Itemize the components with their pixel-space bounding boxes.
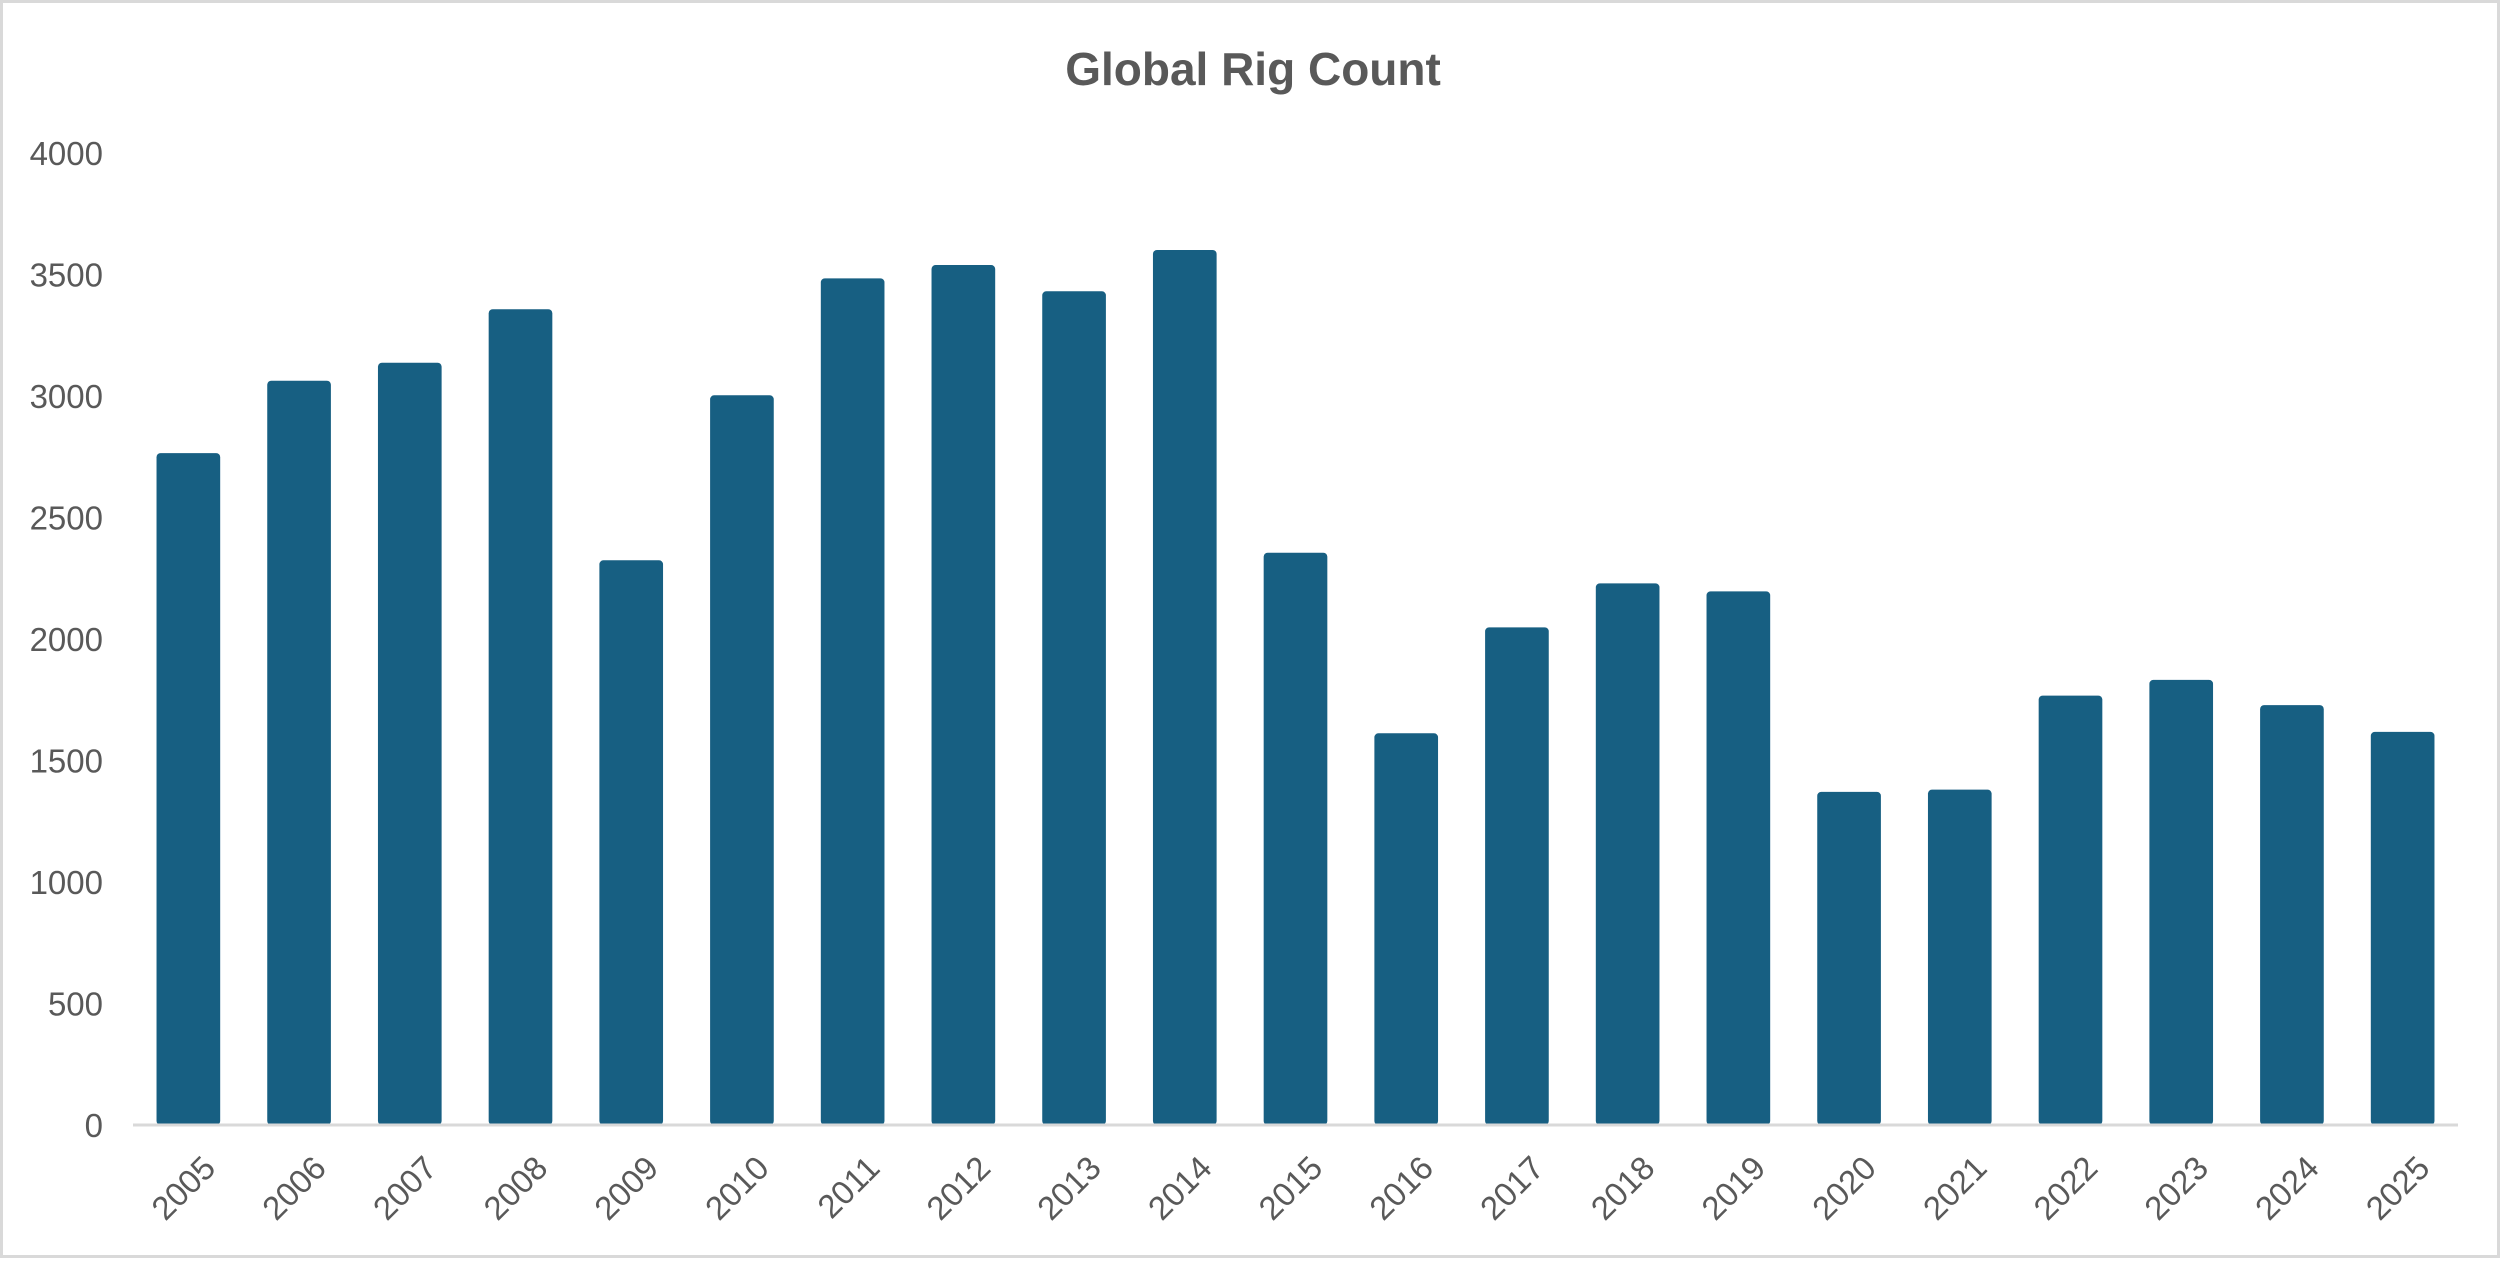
chart-title: Global Rig Count xyxy=(1065,43,1441,95)
x-tick-label: 2010 xyxy=(698,1149,776,1227)
y-tick-label: 3500 xyxy=(30,257,103,294)
bar-2015 xyxy=(1263,552,1328,1125)
y-tick-label: 3000 xyxy=(30,378,103,415)
bar-2016 xyxy=(1374,733,1439,1125)
y-tick-label: 1500 xyxy=(30,743,103,780)
x-axis-ticks: 2005 2006 2007 2008 2009 2010 2011 2012 2013 2014… xyxy=(144,1149,2436,1227)
y-tick-label: 4000 xyxy=(30,135,103,172)
x-tick-label: 2019 xyxy=(1694,1149,1772,1227)
bar-2012 xyxy=(931,265,996,1125)
bar-2009 xyxy=(599,560,664,1125)
bar-2019 xyxy=(1706,591,1771,1125)
bar-2008 xyxy=(488,309,553,1125)
y-tick-label: 0 xyxy=(85,1107,103,1144)
bar-2005 xyxy=(156,453,221,1126)
bar-2013 xyxy=(1042,291,1106,1126)
x-tick-label: 2012 xyxy=(919,1149,997,1227)
x-tick-label: 2021 xyxy=(1916,1149,1994,1227)
x-tick-label: 2005 xyxy=(144,1149,222,1227)
x-tick-label: 2006 xyxy=(255,1149,333,1227)
x-tick-label: 2011 xyxy=(810,1149,886,1225)
x-tick-label: 2009 xyxy=(587,1149,665,1227)
bar-2007 xyxy=(377,362,442,1126)
x-tick-label: 2023 xyxy=(2137,1149,2215,1227)
x-tick-label: 2016 xyxy=(1362,1149,1440,1227)
x-tick-label: 2008 xyxy=(476,1149,554,1227)
x-tick-label: 2022 xyxy=(2026,1149,2104,1227)
x-tick-label: 2013 xyxy=(1030,1149,1108,1227)
bar-2010 xyxy=(710,395,774,1125)
x-tick-label: 2020 xyxy=(1805,1149,1883,1227)
bar-2006 xyxy=(267,380,331,1125)
bar-2020 xyxy=(1817,791,1881,1125)
bar-2025 xyxy=(2370,731,2435,1125)
bars xyxy=(156,249,2435,1126)
bar-2014 xyxy=(1152,249,1217,1125)
y-axis-ticks: 0 500 1000 1500 2000 2500 3000 3500 4000 xyxy=(30,135,103,1144)
y-tick-label: 1000 xyxy=(30,864,103,901)
x-tick-label: 2014 xyxy=(1141,1149,1219,1227)
x-tick-label: 2018 xyxy=(1583,1149,1661,1227)
x-tick-label: 2025 xyxy=(2358,1149,2436,1227)
x-tick-label: 2015 xyxy=(1251,1149,1329,1227)
y-tick-label: 2500 xyxy=(30,500,103,537)
bar-2024 xyxy=(2260,705,2324,1125)
bar-2017 xyxy=(1485,627,1549,1125)
bar-2022 xyxy=(2038,695,2103,1125)
bar-2011 xyxy=(820,278,885,1125)
x-tick-label: 2007 xyxy=(366,1149,444,1227)
y-tick-label: 500 xyxy=(48,986,103,1023)
x-tick-label: 2017 xyxy=(1473,1149,1551,1227)
bar-2018 xyxy=(1595,583,1660,1125)
x-tick-label: 2024 xyxy=(2248,1149,2326,1227)
y-tick-label: 2000 xyxy=(30,621,103,658)
bar-chart: Global Rig Count 0 500 1000 1500 2000 2500 300… xyxy=(30,43,2458,1227)
bar-2023 xyxy=(2149,679,2214,1125)
bar-2021 xyxy=(1927,789,1992,1125)
